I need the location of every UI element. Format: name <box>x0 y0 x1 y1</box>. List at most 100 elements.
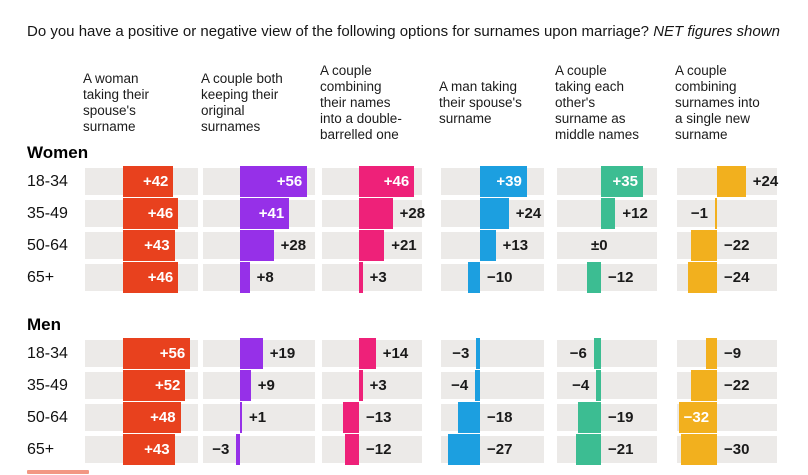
net-bar <box>690 370 717 401</box>
bar-track: ±0 <box>557 232 657 259</box>
net-bar <box>593 338 601 369</box>
column-header-label: A couple combining surnames into a singl… <box>675 63 760 142</box>
bar-track: −18 <box>441 402 544 433</box>
bar-track: −21 <box>557 434 657 465</box>
age-label: 50-64 <box>27 237 68 254</box>
bar-track: −30 <box>677 434 777 465</box>
bar-value-label: −6 <box>569 345 587 362</box>
bar-value-label: +3 <box>369 377 387 394</box>
age-label: 35-49 <box>27 377 68 394</box>
net-bar <box>475 370 480 401</box>
net-bar <box>715 198 717 229</box>
bar-track: −4 <box>441 370 544 401</box>
net-bar: +41 <box>240 198 290 229</box>
chart-title-text: Do you have a positive or negative view … <box>27 23 650 40</box>
bar-track: −3 <box>441 338 544 369</box>
net-bar <box>359 198 393 229</box>
bar-value-label: +48 <box>150 409 176 426</box>
bar-track: −3 <box>203 434 315 465</box>
bar-track: +56 <box>203 166 315 197</box>
net-bar <box>717 166 746 197</box>
bar-track: +56 <box>85 338 198 369</box>
bar-track: −9 <box>677 338 777 369</box>
bar-value-label: +46 <box>147 269 174 286</box>
bar-track: +48 <box>85 402 198 433</box>
bar-value-label: −19 <box>608 409 634 426</box>
chart-title: Do you have a positive or negative view … <box>27 21 797 42</box>
bar-track: +52 <box>85 370 198 401</box>
bar-track: −13 <box>322 402 422 433</box>
bar-value-label: −12 <box>366 441 392 458</box>
bar-value-label: −9 <box>724 345 742 362</box>
bar-value-label: ±0 <box>591 237 608 254</box>
net-bar <box>240 338 263 369</box>
bar-track: −6 <box>557 338 657 369</box>
bar-value-label: −32 <box>683 409 710 426</box>
bar-value-label: −4 <box>572 377 590 394</box>
bar-track: +3 <box>322 262 422 293</box>
net-bar <box>476 338 480 369</box>
bar-track: +43 <box>85 230 198 261</box>
net-bar <box>359 370 363 401</box>
bar-value-label: −24 <box>724 269 750 286</box>
bar-track: −10 <box>441 262 544 293</box>
bar-track: −27 <box>441 434 544 465</box>
net-bar: +43 <box>123 230 175 261</box>
column-header-each-others-surname-as-middle-names: A couple taking each other's surname as … <box>555 57 665 149</box>
bar-value-label: +46 <box>147 205 174 222</box>
column-header-label: A man taking their spouse's surname <box>439 79 522 126</box>
column-header-label: A woman taking their spouse's surname <box>83 71 150 134</box>
bar-value-label: −3 <box>452 345 470 362</box>
bar-value-label: −30 <box>724 441 750 458</box>
bar-track: −19 <box>557 402 657 433</box>
bar-value-label: −1 <box>690 205 708 222</box>
bar-track: +19 <box>203 338 315 369</box>
bar-value-label: −12 <box>608 269 634 286</box>
net-bar <box>359 338 376 369</box>
cropped-logo-fragment <box>27 470 89 474</box>
column-header-woman-taking-spouses-surname: A woman taking their spouse's surname <box>83 57 206 149</box>
bar-track: −22 <box>677 230 777 261</box>
bar-value-label: +3 <box>369 269 387 286</box>
net-bar <box>359 262 363 293</box>
column-header-label: A couple combining their names into a do… <box>320 63 402 142</box>
bar-value-label: +35 <box>612 173 638 190</box>
net-bar: +46 <box>123 262 179 293</box>
bar-value-label: +19 <box>269 345 296 362</box>
net-bar <box>240 230 274 261</box>
bar-value-label: +24 <box>752 173 779 190</box>
net-bar <box>359 230 385 261</box>
net-bar <box>601 198 616 229</box>
age-label: 18-34 <box>27 345 68 362</box>
bar-value-label: +8 <box>256 269 274 286</box>
net-bar <box>447 434 480 465</box>
bar-value-label: +56 <box>276 173 303 190</box>
bar-track: +41 <box>203 198 315 229</box>
bar-value-label: +43 <box>144 441 170 458</box>
column-header-couple-keeping-original-surnames: A couple both keeping their original sur… <box>201 57 323 149</box>
bar-track: −12 <box>322 434 422 465</box>
age-label: 18-34 <box>27 173 68 190</box>
bar-value-label: −27 <box>487 441 513 458</box>
bar-track: +9 <box>203 370 315 401</box>
net-bar <box>688 262 717 293</box>
column-header-label: A couple taking each other's surname as … <box>555 63 640 142</box>
age-label: 50-64 <box>27 409 68 426</box>
bar-value-label: −3 <box>212 441 230 458</box>
net-bar <box>706 338 717 369</box>
bar-track: +12 <box>557 198 657 229</box>
age-label: 65+ <box>27 441 55 458</box>
bar-track: +24 <box>677 166 779 197</box>
net-bar <box>480 198 509 229</box>
bar-value-label: +41 <box>258 205 285 222</box>
bar-value-label: +28 <box>399 205 426 222</box>
bar-track: +35 <box>557 166 657 197</box>
bar-track: +46 <box>85 198 198 229</box>
age-label: 65+ <box>27 269 55 286</box>
net-bar: −32 <box>678 402 717 433</box>
bar-track: +21 <box>322 230 422 261</box>
net-bar <box>480 230 496 261</box>
net-bar <box>690 230 717 261</box>
bar-value-label: +12 <box>622 205 648 222</box>
bar-track: +28 <box>322 198 426 229</box>
